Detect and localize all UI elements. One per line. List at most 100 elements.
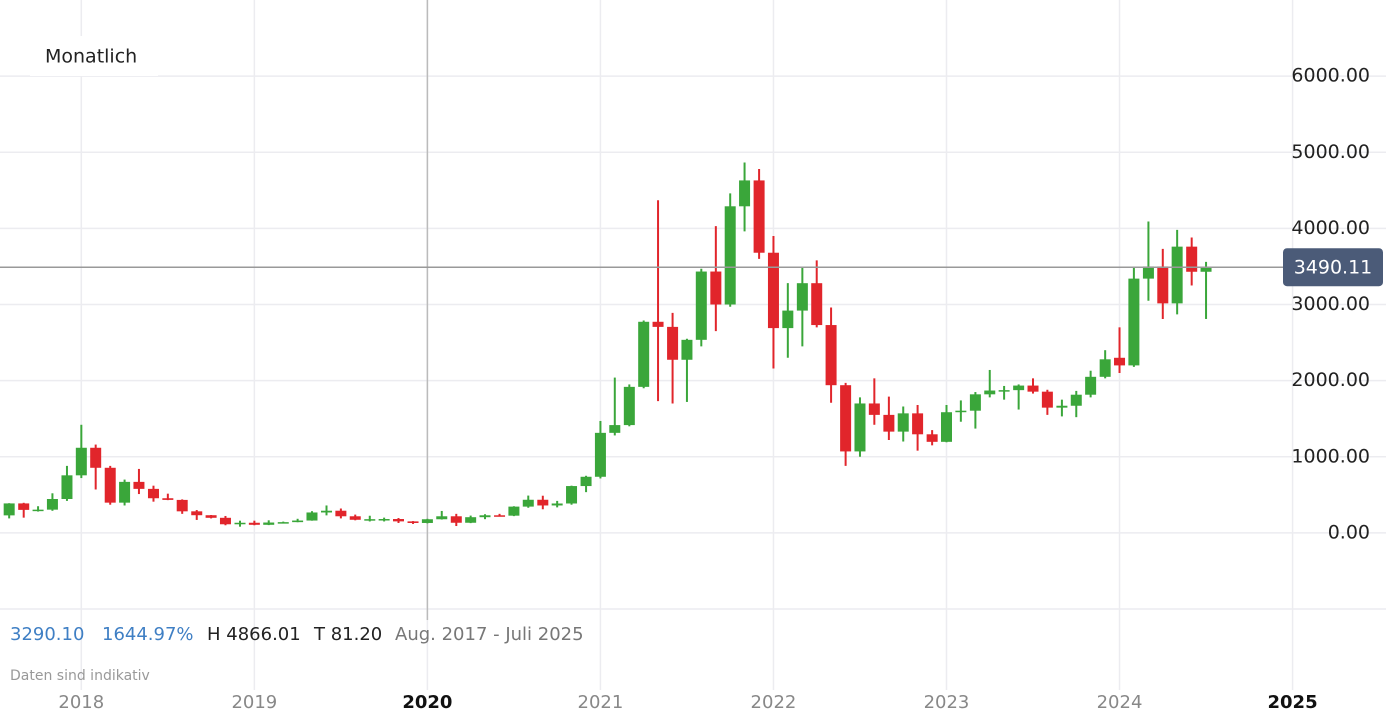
low: T 81.20: [313, 624, 382, 645]
candle-body: [695, 271, 707, 340]
candle-body: [854, 403, 866, 452]
candle-body: [782, 310, 794, 329]
candle-body: [522, 499, 534, 507]
y-tick-label: 1000.00: [1291, 445, 1370, 467]
note: Daten sind indikativ: [10, 668, 150, 684]
candle-body: [18, 503, 30, 510]
candle-body: [609, 425, 621, 433]
candle-body: [479, 515, 491, 518]
candle-body: [739, 180, 751, 207]
period-box[interactable]: [30, 36, 158, 76]
candle-body: [421, 519, 433, 523]
candle-body: [1171, 246, 1183, 304]
candle-body: [364, 519, 376, 521]
candle-body: [176, 499, 188, 512]
candle-body: [306, 512, 318, 521]
x-tick-label: 2022: [751, 692, 797, 713]
candle-body: [1085, 376, 1097, 395]
x-tick-label: 2019: [231, 692, 277, 713]
candle-body: [883, 414, 895, 432]
candle-body: [825, 325, 837, 386]
candle-body: [1056, 405, 1068, 408]
candle-body: [955, 410, 967, 413]
candle-body: [1070, 394, 1082, 406]
candle-body: [638, 321, 650, 387]
x-tick-label: 2023: [924, 692, 970, 713]
candle-body: [912, 413, 924, 435]
y-tick-label: 3000.00: [1291, 293, 1370, 315]
candle-body: [710, 271, 722, 305]
x-tick-label: 2024: [1097, 692, 1143, 713]
candle-body: [840, 385, 852, 452]
candle-body: [321, 510, 333, 513]
y-tick-label: 5000.00: [1291, 141, 1370, 163]
candle-body: [940, 412, 952, 442]
candle-body: [90, 447, 102, 468]
candle-body: [32, 509, 44, 512]
candle-body: [1142, 266, 1154, 279]
candle-body: [537, 499, 549, 506]
candle-body: [407, 521, 419, 523]
candle-body: [796, 283, 808, 311]
candle-body: [119, 481, 131, 503]
candle-body: [667, 326, 679, 360]
candle-body: [897, 413, 909, 432]
candle-body: [234, 522, 246, 525]
candle-body: [984, 390, 996, 395]
candle-body: [392, 519, 404, 522]
candle-body: [3, 503, 15, 516]
x-tick-label: 2020: [402, 692, 452, 713]
candle-body: [681, 339, 693, 360]
candle-body: [191, 511, 203, 516]
candle-body: [75, 447, 87, 476]
candle-body: [277, 522, 289, 524]
candle-body: [926, 434, 938, 442]
candle-body: [1186, 246, 1198, 272]
candle-body: [1013, 385, 1025, 391]
candle-body: [205, 515, 217, 518]
change: 3290.10: [10, 624, 84, 645]
candle-body: [61, 475, 73, 499]
candle-body: [263, 522, 275, 525]
candle-body: [335, 510, 347, 517]
y-tick-label: 0.00: [1328, 521, 1370, 543]
last-price-label: 3490.11: [1294, 257, 1373, 279]
candle-body: [868, 403, 880, 415]
candle-body: [292, 520, 304, 523]
candle-body: [494, 515, 506, 517]
candle-body: [969, 394, 981, 411]
candle-body: [594, 432, 606, 477]
y-tick-label: 6000.00: [1291, 65, 1370, 87]
candle-body: [1157, 266, 1169, 304]
candle-body: [508, 506, 520, 516]
overlay: 0.00 1000.00 2000.00 3000.00 4000.00 5000.00 6…: [0, 65, 1383, 713]
candle-body: [998, 390, 1010, 392]
high: H 4866.01: [207, 624, 301, 645]
candle-body: [349, 516, 361, 520]
candle-body: [580, 476, 592, 487]
candle-body: [1027, 385, 1039, 392]
candle-body: [767, 252, 779, 329]
candles: [3, 162, 1212, 527]
candle-body: [1041, 391, 1053, 408]
candle-body: [1128, 278, 1140, 366]
candle-body: [1099, 359, 1111, 377]
x-tick-label: 2025: [1268, 692, 1318, 713]
candle-body: [623, 386, 635, 426]
candle-body: [104, 467, 116, 503]
y-tick-label: 4000.00: [1291, 217, 1370, 239]
candle-body: [811, 283, 823, 326]
x-tick-label: 2021: [578, 692, 624, 713]
candle-body: [566, 486, 578, 504]
range: Aug. 2017 - Juli 2025: [395, 624, 584, 645]
candle-body: [147, 488, 159, 499]
candle-body: [753, 180, 765, 253]
period-label[interactable]: Monatlich: [45, 46, 137, 68]
candle-body: [219, 517, 231, 525]
candle-body: [46, 498, 58, 510]
candle-body: [162, 498, 174, 500]
candle-body: [465, 517, 477, 523]
